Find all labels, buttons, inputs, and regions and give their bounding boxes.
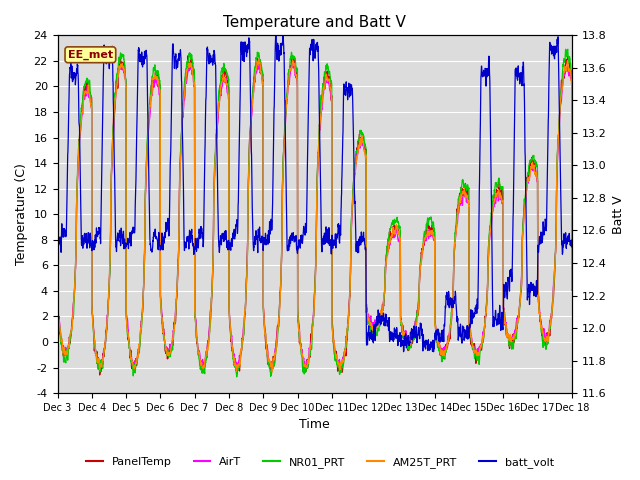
- Y-axis label: Batt V: Batt V: [612, 195, 625, 234]
- X-axis label: Time: Time: [300, 419, 330, 432]
- Title: Temperature and Batt V: Temperature and Batt V: [223, 15, 406, 30]
- Legend: PanelTemp, AirT, NR01_PRT, AM25T_PRT, batt_volt: PanelTemp, AirT, NR01_PRT, AM25T_PRT, ba…: [81, 452, 559, 472]
- Y-axis label: Temperature (C): Temperature (C): [15, 163, 28, 265]
- Text: EE_met: EE_met: [68, 49, 113, 60]
